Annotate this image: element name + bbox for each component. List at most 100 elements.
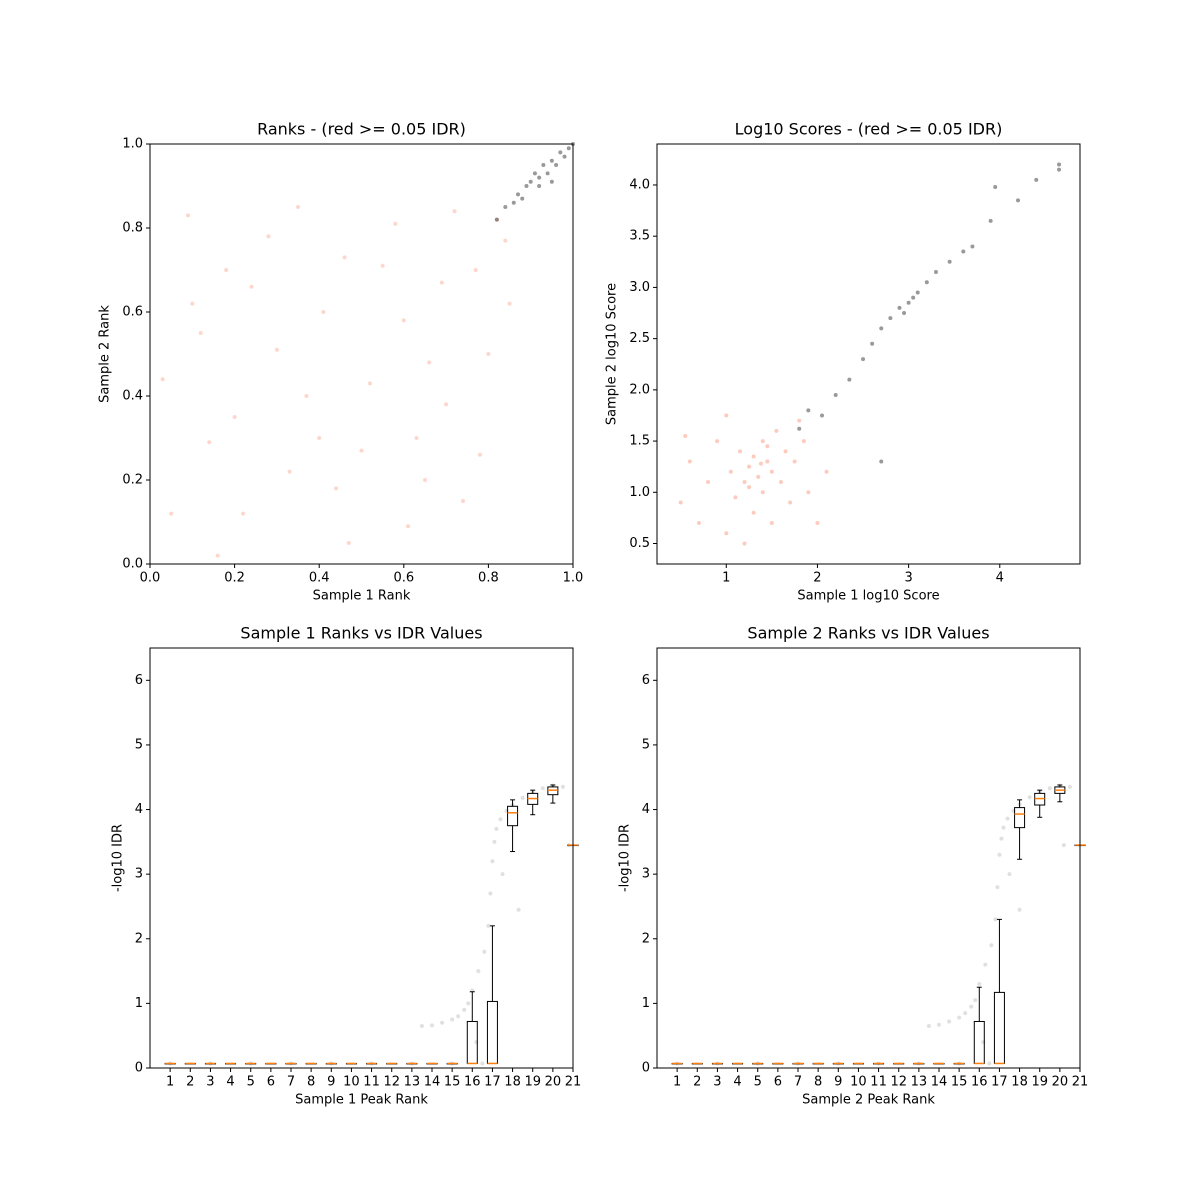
point bbox=[824, 469, 829, 474]
x-tick-label: 7 bbox=[287, 1075, 295, 1090]
point bbox=[486, 352, 491, 356]
point bbox=[537, 184, 542, 188]
x-tick-label: 18 bbox=[504, 1075, 521, 1090]
point bbox=[879, 326, 884, 331]
y-tick-label: 0.5 bbox=[629, 536, 650, 551]
x-tick-label: 0.6 bbox=[393, 571, 414, 586]
point bbox=[988, 218, 993, 223]
x-tick-label: 13 bbox=[404, 1075, 421, 1090]
y-tick-label: 1.0 bbox=[629, 485, 650, 500]
point bbox=[422, 478, 427, 482]
x-tick-label: 21 bbox=[1072, 1075, 1089, 1090]
point bbox=[961, 249, 966, 254]
point bbox=[430, 1023, 434, 1028]
y-tick-label: 0.6 bbox=[122, 305, 143, 320]
point bbox=[937, 1022, 941, 1027]
point bbox=[549, 158, 554, 163]
point bbox=[520, 196, 525, 201]
point bbox=[232, 415, 237, 419]
point bbox=[724, 531, 729, 536]
point bbox=[778, 480, 783, 485]
box bbox=[1014, 807, 1026, 829]
point bbox=[367, 381, 372, 386]
point bbox=[758, 461, 763, 466]
x-tick-label: 1 bbox=[722, 571, 730, 586]
x-tick-label: 15 bbox=[444, 1075, 461, 1090]
y-tick-label: 3.0 bbox=[629, 280, 650, 295]
point bbox=[993, 917, 998, 922]
point bbox=[558, 150, 563, 155]
point bbox=[911, 295, 916, 300]
point bbox=[476, 969, 481, 974]
point bbox=[915, 290, 920, 295]
y-tick-label: 0.8 bbox=[122, 221, 143, 236]
point bbox=[970, 244, 975, 249]
point bbox=[879, 459, 884, 464]
x-tick-label: 11 bbox=[870, 1075, 887, 1090]
point bbox=[444, 402, 449, 407]
point bbox=[989, 943, 994, 948]
point bbox=[1067, 784, 1072, 789]
point bbox=[503, 205, 508, 209]
x-tick-label: 10 bbox=[850, 1075, 867, 1090]
x-tick-label: 0.0 bbox=[140, 571, 161, 586]
point bbox=[765, 444, 770, 449]
point bbox=[742, 541, 747, 546]
x-axis-label: Sample 1 log10 Score bbox=[797, 589, 939, 604]
point bbox=[321, 310, 326, 314]
point bbox=[1061, 843, 1066, 848]
point bbox=[1016, 198, 1021, 203]
point bbox=[511, 200, 516, 205]
point bbox=[788, 500, 793, 505]
point bbox=[528, 179, 533, 184]
point bbox=[756, 474, 761, 479]
x-tick-label: 2 bbox=[186, 1075, 194, 1090]
point bbox=[1057, 167, 1062, 172]
point bbox=[198, 331, 203, 335]
point bbox=[973, 998, 978, 1003]
y-tick-label: 5 bbox=[135, 737, 143, 752]
point bbox=[724, 413, 729, 418]
point bbox=[287, 469, 292, 474]
x-tick-label: 7 bbox=[794, 1075, 802, 1090]
x-tick-label: 3 bbox=[713, 1075, 721, 1090]
point bbox=[760, 439, 765, 444]
x-tick-label: 1 bbox=[673, 1075, 681, 1090]
point bbox=[452, 209, 457, 214]
point bbox=[516, 907, 521, 912]
chart-title: Sample 1 Ranks vs IDR Values bbox=[240, 624, 482, 643]
y-tick-label: 2.0 bbox=[629, 382, 650, 397]
point bbox=[414, 436, 419, 440]
x-tick-label: 14 bbox=[424, 1075, 441, 1090]
point bbox=[801, 439, 806, 444]
y-tick-label: 5 bbox=[642, 737, 650, 752]
point bbox=[503, 238, 508, 243]
x-tick-label: 12 bbox=[890, 1075, 907, 1090]
x-axis-label: Sample 2 Peak Rank bbox=[802, 1093, 935, 1108]
plot-frame bbox=[149, 143, 574, 565]
y-tick-label: 0 bbox=[642, 1061, 650, 1076]
point bbox=[224, 268, 229, 272]
x-tick-label: 5 bbox=[754, 1075, 762, 1090]
box bbox=[507, 805, 519, 827]
point bbox=[1017, 907, 1022, 912]
point bbox=[439, 280, 444, 285]
point bbox=[926, 1024, 931, 1028]
point bbox=[933, 270, 938, 275]
point bbox=[999, 836, 1004, 841]
x-tick-label: 0.4 bbox=[309, 571, 330, 586]
x-tick-label: 9 bbox=[327, 1075, 335, 1090]
point bbox=[783, 449, 788, 454]
x-tick-label: 4 bbox=[733, 1075, 741, 1090]
y-tick-label: 2 bbox=[642, 931, 650, 946]
x-tick-label: 6 bbox=[774, 1075, 782, 1090]
x-tick-label: 5 bbox=[247, 1075, 255, 1090]
point bbox=[888, 316, 893, 321]
point bbox=[977, 982, 982, 986]
point bbox=[566, 146, 571, 151]
point bbox=[401, 318, 406, 323]
point bbox=[906, 300, 911, 305]
x-tick-label: 18 bbox=[1011, 1075, 1028, 1090]
y-tick-label: 6 bbox=[135, 673, 143, 688]
point bbox=[488, 891, 493, 896]
